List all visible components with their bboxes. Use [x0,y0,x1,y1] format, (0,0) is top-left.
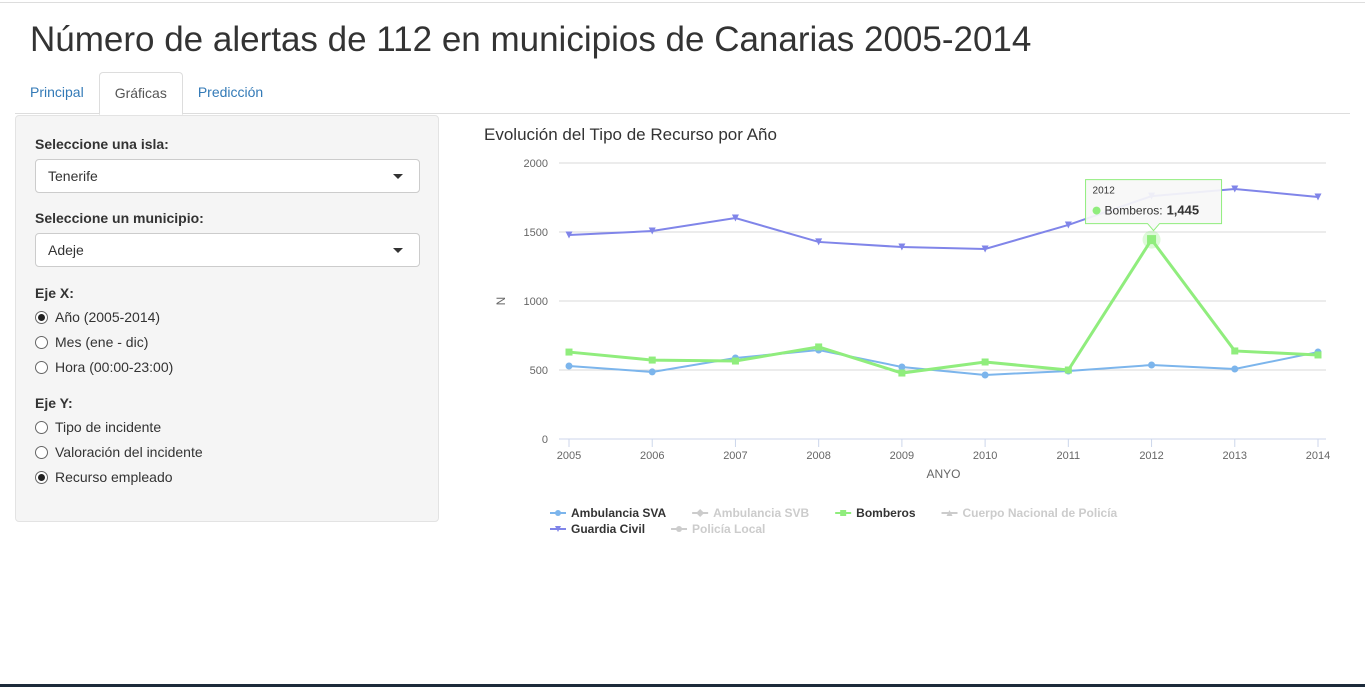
island-select[interactable]: Tenerife [35,159,420,193]
marker [1231,347,1239,355]
x-tick-label: 2007 [723,450,747,462]
tab-bar: Principal Gráficas Predicción [15,72,1350,115]
marker [565,362,573,370]
sidebar: Seleccione una isla: Tenerife Seleccione… [15,115,439,522]
tooltip-title: 2012 [1093,186,1116,197]
marker [565,231,573,239]
y-tick-label: 500 [530,365,548,377]
y-tick-label: 1500 [524,227,548,239]
x-tick-label: 2009 [890,450,914,462]
radio-group-label: Eje X: [35,285,74,301]
marker [696,509,705,517]
tooltip-dot [1092,206,1101,215]
legend-item[interactable]: Policía Local [671,522,765,536]
y-tick-label: 2000 [524,158,548,170]
marker [1064,366,1072,374]
marker [840,510,847,516]
x-tick-label: 2005 [557,450,581,462]
legend-item[interactable]: Ambulancia SVA [550,506,666,520]
legend-item[interactable]: Cuerpo Nacional de Policía [941,506,1118,520]
marker [981,245,989,253]
marker [981,371,989,379]
select-label: Seleccione una isla: [35,136,169,152]
chart: Evolución del Tipo de Recurso por Año 0 5… [484,125,1330,536]
radio-option[interactable]: Valoración del incidente [35,444,203,460]
radio-option[interactable]: Tipo de incidente [35,419,161,435]
radio-label: Tipo de incidente [55,419,162,435]
marker [731,214,739,222]
marker [1148,361,1156,369]
marker [981,358,989,366]
tab[interactable]: Gráficas [98,72,183,115]
legend-item[interactable]: Ambulancia SVB [692,506,809,520]
x-tick-label: 2006 [640,450,664,462]
marker [898,243,906,251]
marker [555,510,561,516]
tab[interactable]: Predicción [197,84,264,100]
radio-label: Valoración del incidente [55,444,203,460]
select-label: Seleccione un municipio: [35,210,204,226]
marker [1064,221,1072,229]
y-tick-label: 0 [542,434,548,446]
marker [648,227,656,235]
radio-label: Recurso empleado [55,469,173,485]
legend-label: Cuerpo Nacional de Policía [963,506,1118,520]
y-axis-label: N [494,297,508,306]
marker [946,510,953,516]
legend-label: Ambulancia SVB [713,506,809,520]
taskbar [0,684,1365,687]
y-tick-label: 1000 [524,296,548,308]
marker [1314,351,1322,359]
radio-option[interactable]: Mes (ene - dic) [35,334,148,350]
legend-label: Guardia Civil [571,522,645,536]
marker [565,348,573,356]
radio-option[interactable]: Recurso empleado [35,469,173,485]
legend-item[interactable]: Guardia Civil [550,522,645,536]
x-axis-label: ANYO [926,467,960,481]
radio-group-label: Eje Y: [35,395,73,411]
marker [815,343,823,351]
chart-title: Evolución del Tipo de Recurso por Año [484,125,777,144]
x-tick-label: 2008 [806,450,830,462]
legend-label: Bomberos [856,506,916,520]
page-title: Número de alertas de 112 en municipios d… [30,20,1032,59]
marker [1231,365,1239,373]
radio-option[interactable]: Año (2005-2014) [35,309,160,325]
series-line [568,348,1319,376]
tooltip-label: Bomberos: [1105,204,1163,218]
marker [898,363,906,371]
marker [1231,185,1239,193]
x-tick-label: 2012 [1139,450,1163,462]
municipality-select[interactable]: Adeje [35,233,420,267]
radio-label: Mes (ene - dic) [55,334,149,350]
top-border [0,2,1365,3]
legend-label: Policía Local [692,522,765,536]
marker [648,368,656,376]
series-line [568,236,1319,375]
marker [648,356,656,364]
marker [731,357,739,365]
tab[interactable]: Principal [30,84,84,100]
radio-option[interactable]: Hora (00:00-23:00) [35,359,173,375]
legend-label: Ambulancia SVA [571,506,666,520]
marker [1314,193,1322,201]
tooltip-box [1085,179,1223,232]
x-tick-label: 2014 [1306,450,1330,462]
x-tick-label: 2013 [1223,450,1247,462]
legend-item[interactable]: Bomberos [835,506,916,520]
marker [676,526,683,532]
radio-label: Hora (00:00-23:00) [55,359,174,375]
marker [815,238,823,246]
marker [1147,235,1157,245]
marker [555,526,561,532]
tooltip-value: 1,445 [1167,203,1200,218]
marker [898,369,906,377]
x-tick-label: 2010 [973,450,997,462]
x-tick-label: 2011 [1057,450,1081,462]
radio-label: Año (2005-2014) [55,309,161,325]
